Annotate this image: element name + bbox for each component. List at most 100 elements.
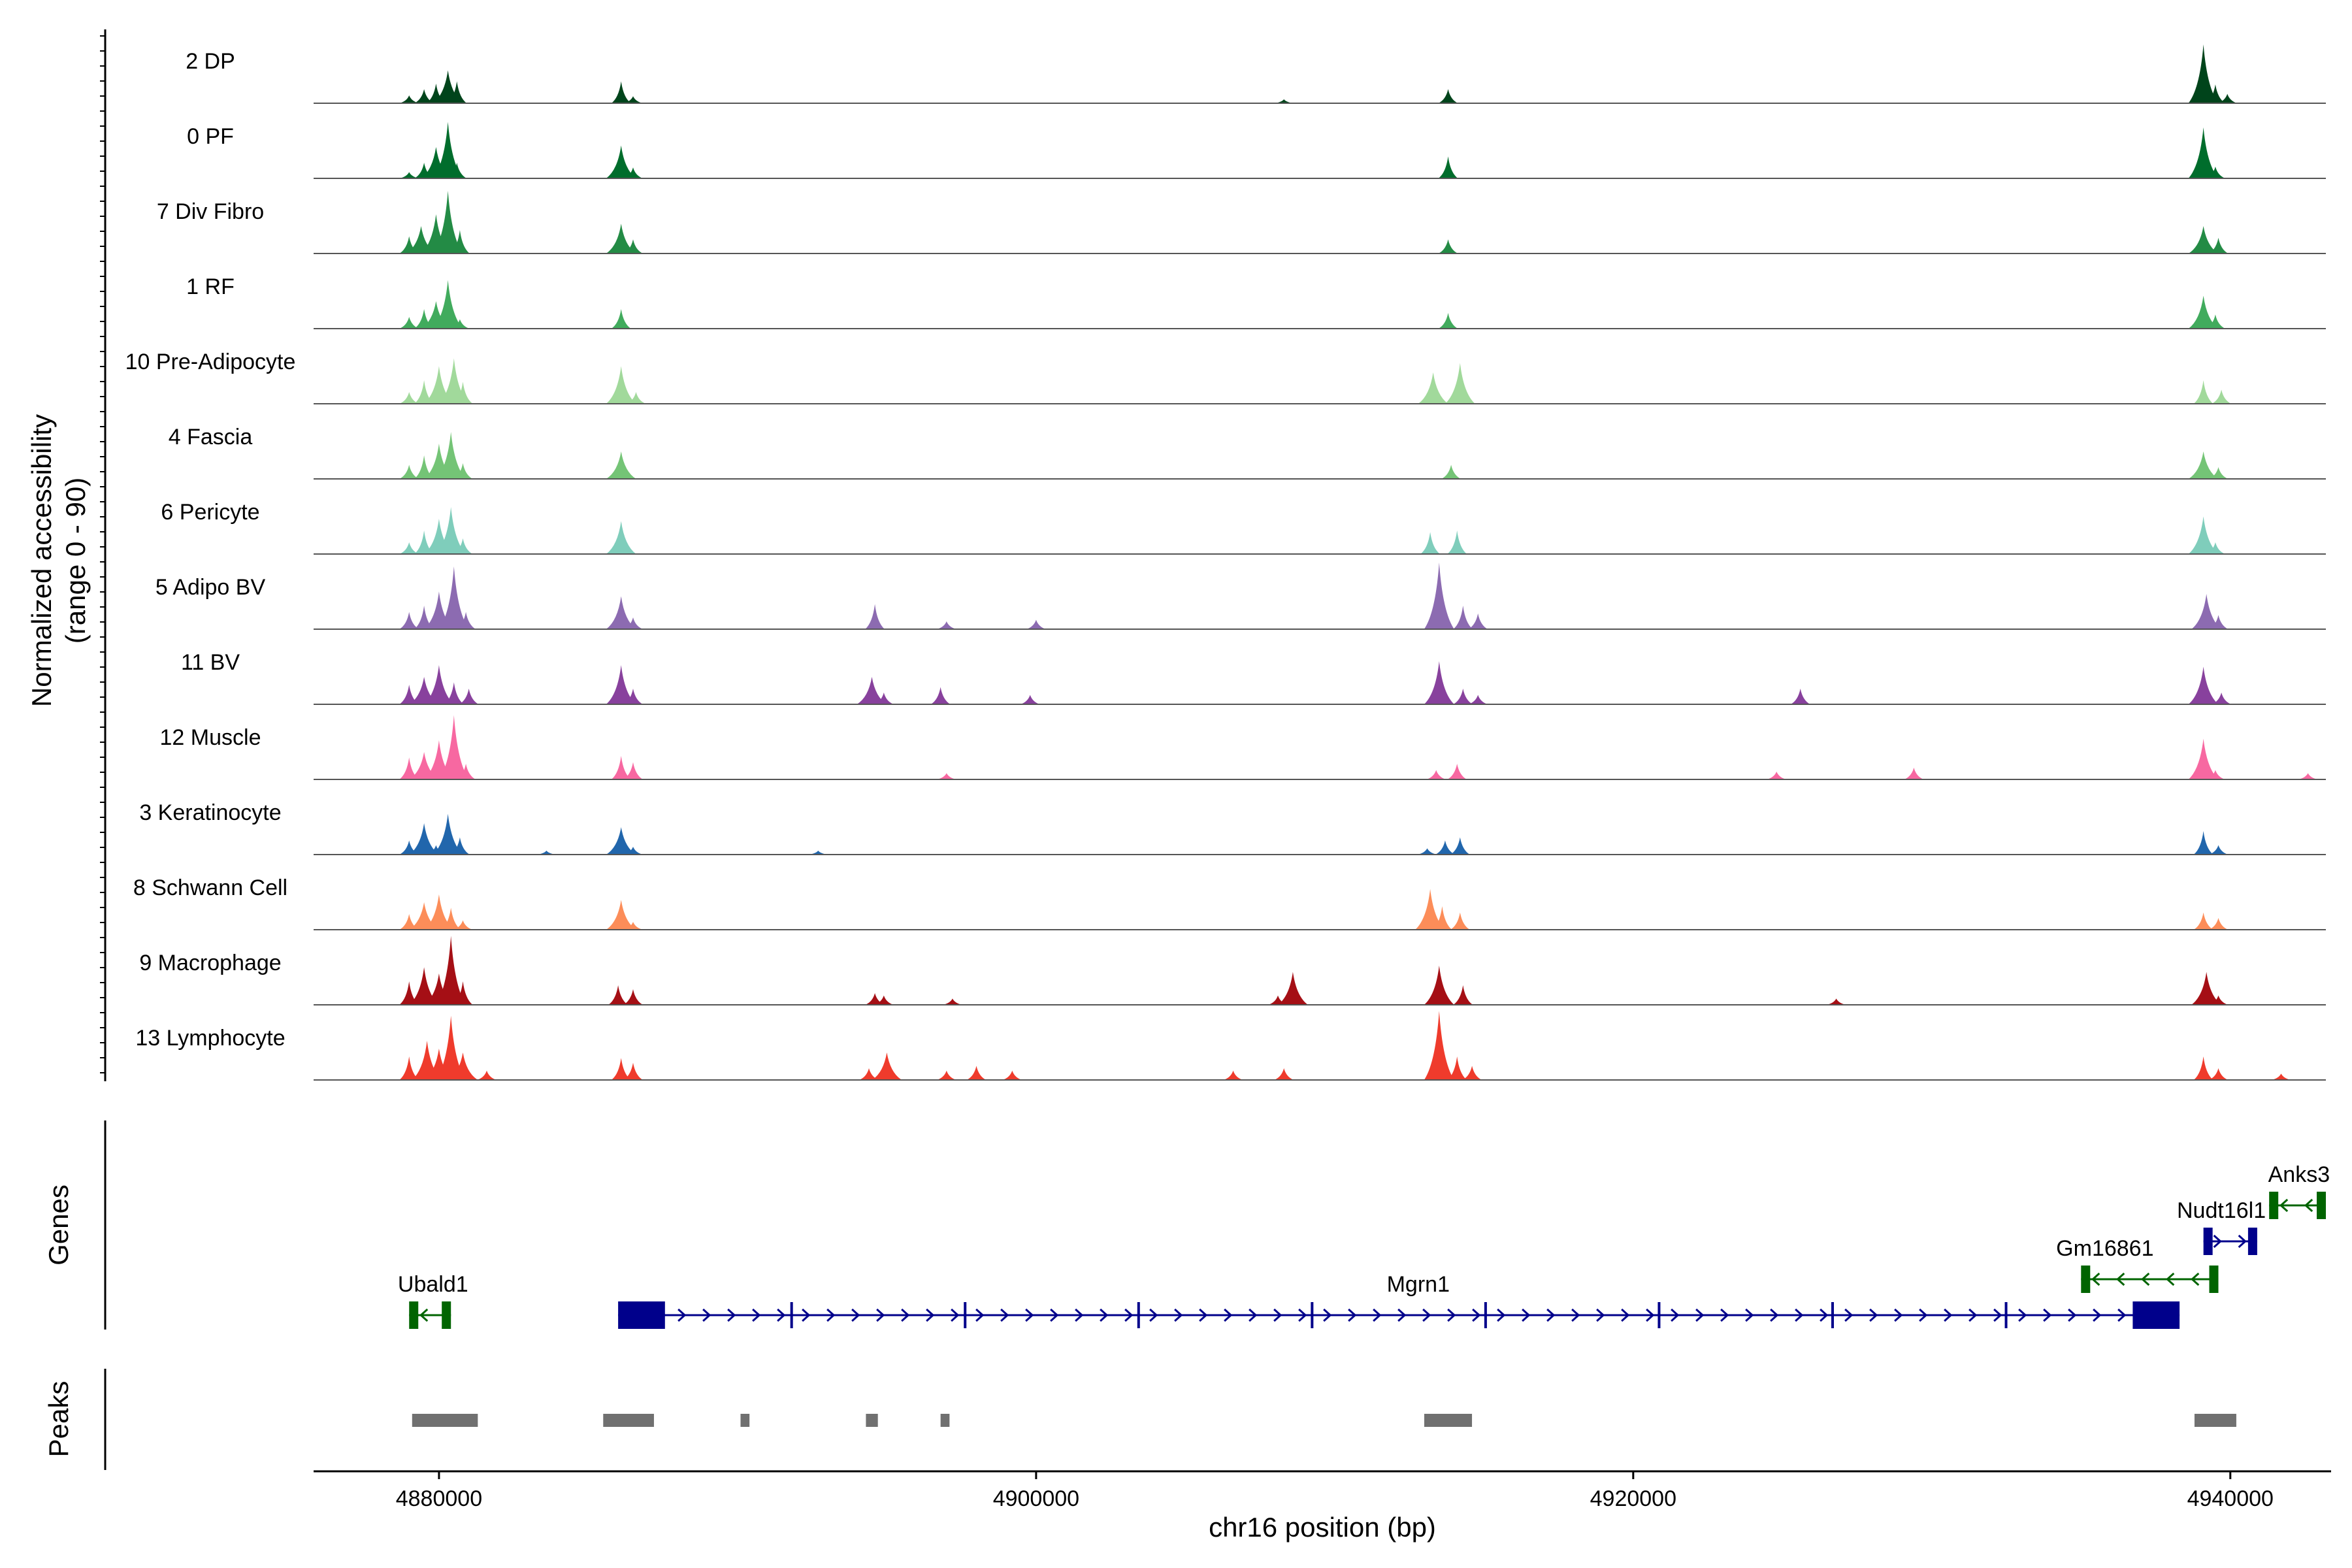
track-9: 11 BV xyxy=(181,650,2326,705)
coverage-peak xyxy=(606,827,636,855)
strand-chevron xyxy=(2116,1272,2125,1286)
coverage-peak xyxy=(1468,694,1488,704)
track-label: 6 Pericyte xyxy=(161,500,259,525)
coverage-peak xyxy=(936,1070,956,1080)
coverage-peak xyxy=(1438,89,1458,103)
coverage-peak xyxy=(436,1015,466,1080)
gene-ubald1: Ubald1 xyxy=(398,1272,468,1329)
coverage-peak xyxy=(611,1058,631,1080)
peak-region xyxy=(412,1414,478,1427)
strand-chevron xyxy=(2093,1308,2102,1322)
x-axis-ticks: 4880000 4900000 4920000 4940000 xyxy=(396,1471,2274,1511)
coverage-peak xyxy=(456,764,476,779)
coverage-peak xyxy=(623,922,643,930)
coverage-peak xyxy=(2193,912,2213,930)
coverage-peak xyxy=(414,380,434,404)
strand-chevron xyxy=(1695,1308,1705,1322)
x-axis-title: chr16 position (bp) xyxy=(1209,1512,1436,1543)
genes-axis-title: Genes xyxy=(43,1184,74,1266)
coverage-peak xyxy=(2188,127,2219,178)
coverage-peak xyxy=(1435,840,1455,855)
track-11: 3 Keratinocyte xyxy=(139,800,2326,855)
coverage-peak xyxy=(1026,619,1046,629)
strand-chevron xyxy=(2279,1198,2289,1213)
track-label: 12 Muscle xyxy=(160,725,261,750)
coverage-peak xyxy=(399,465,419,479)
coverage-peak xyxy=(606,366,636,404)
gene-label: Ubald1 xyxy=(398,1272,468,1297)
coverage-peak xyxy=(936,621,956,629)
coverage-peak xyxy=(623,762,643,779)
coverage-peak xyxy=(399,172,419,178)
coverage-peak xyxy=(872,1053,902,1080)
coverage-peak xyxy=(444,682,464,704)
strand-chevron xyxy=(1050,1308,1059,1322)
coverage-peak xyxy=(1447,1056,1467,1080)
coverage-peak xyxy=(611,309,631,329)
coverage-peak xyxy=(859,1068,879,1080)
coverage-peak xyxy=(2188,295,2219,329)
coverage-peak xyxy=(436,936,466,1005)
track-1: 2 DP xyxy=(186,44,2326,104)
coverage-peak xyxy=(2188,666,2219,704)
coverage-peak xyxy=(423,665,454,704)
coverage-peak xyxy=(2193,1056,2213,1080)
coverage-peak xyxy=(477,1070,497,1080)
strand-chevron xyxy=(876,1308,885,1322)
strand-chevron xyxy=(2141,1272,2150,1286)
track-label: 13 Lymphocyte xyxy=(135,1026,285,1051)
track-label: 5 Adipo BV xyxy=(155,575,266,600)
coverage-peak xyxy=(1274,1068,1294,1080)
coverage-peak xyxy=(623,847,643,855)
coverage-peak xyxy=(1447,531,1467,554)
strand-chevron xyxy=(2091,1272,2100,1286)
coverage-peak xyxy=(414,531,434,554)
coverage-peak xyxy=(1424,966,1454,1005)
coverage-peak xyxy=(453,538,473,554)
coverage-peak xyxy=(453,382,473,404)
gene-exon xyxy=(2247,1228,2257,1255)
coverage-peak xyxy=(1438,156,1458,178)
track-label: 4 Fascia xyxy=(169,425,253,449)
coverage-peak xyxy=(2208,995,2229,1005)
coverage-peak xyxy=(1904,768,1924,779)
coverage-peak xyxy=(966,1066,987,1080)
coverage-peak xyxy=(1424,1011,1454,1080)
coverage-peak xyxy=(414,89,434,103)
strand-chevron xyxy=(752,1308,761,1322)
strand-chevron xyxy=(1000,1308,1009,1322)
x-tick-label: 4880000 xyxy=(396,1486,482,1511)
coverage-peak xyxy=(2208,238,2229,253)
coverage-peak xyxy=(606,451,636,479)
strand-chevron xyxy=(2238,1234,2247,1249)
coverage-peak xyxy=(399,612,419,629)
gene-anks3: Anks3 xyxy=(2268,1162,2330,1219)
coverage-peak xyxy=(1468,613,1488,629)
gene-exon xyxy=(2269,1192,2279,1219)
strand-chevron xyxy=(826,1308,836,1322)
track-12: 8 Schwann Cell xyxy=(133,875,2326,930)
coverage-peak xyxy=(2208,845,2229,855)
coverage-peak xyxy=(453,981,473,1005)
coverage-peak xyxy=(423,894,454,930)
strand-chevron xyxy=(1497,1308,1506,1322)
coverage-peak xyxy=(436,507,466,554)
gene-exon xyxy=(2081,1266,2091,1293)
coverage-peak xyxy=(2271,1073,2291,1080)
strand-chevron xyxy=(1100,1308,1109,1322)
coverage-peak xyxy=(2193,380,2213,404)
coverage-peak xyxy=(433,122,463,178)
strand-chevron xyxy=(1075,1308,1084,1322)
strand-chevron xyxy=(2043,1308,2052,1322)
strand-chevron xyxy=(975,1308,985,1322)
track-label: 2 DP xyxy=(186,49,235,74)
peak-region xyxy=(2194,1414,2236,1427)
coverage-peak xyxy=(1277,972,1308,1005)
coverage-peak xyxy=(399,95,419,103)
coverage-peak xyxy=(448,1053,478,1080)
track-14: 13 Lymphocyte xyxy=(135,1011,2326,1081)
coverage-peak xyxy=(1002,1070,1022,1080)
coverage-peak xyxy=(2193,831,2213,855)
strand-chevron xyxy=(1199,1308,1208,1322)
coverage-peak xyxy=(1424,661,1454,704)
